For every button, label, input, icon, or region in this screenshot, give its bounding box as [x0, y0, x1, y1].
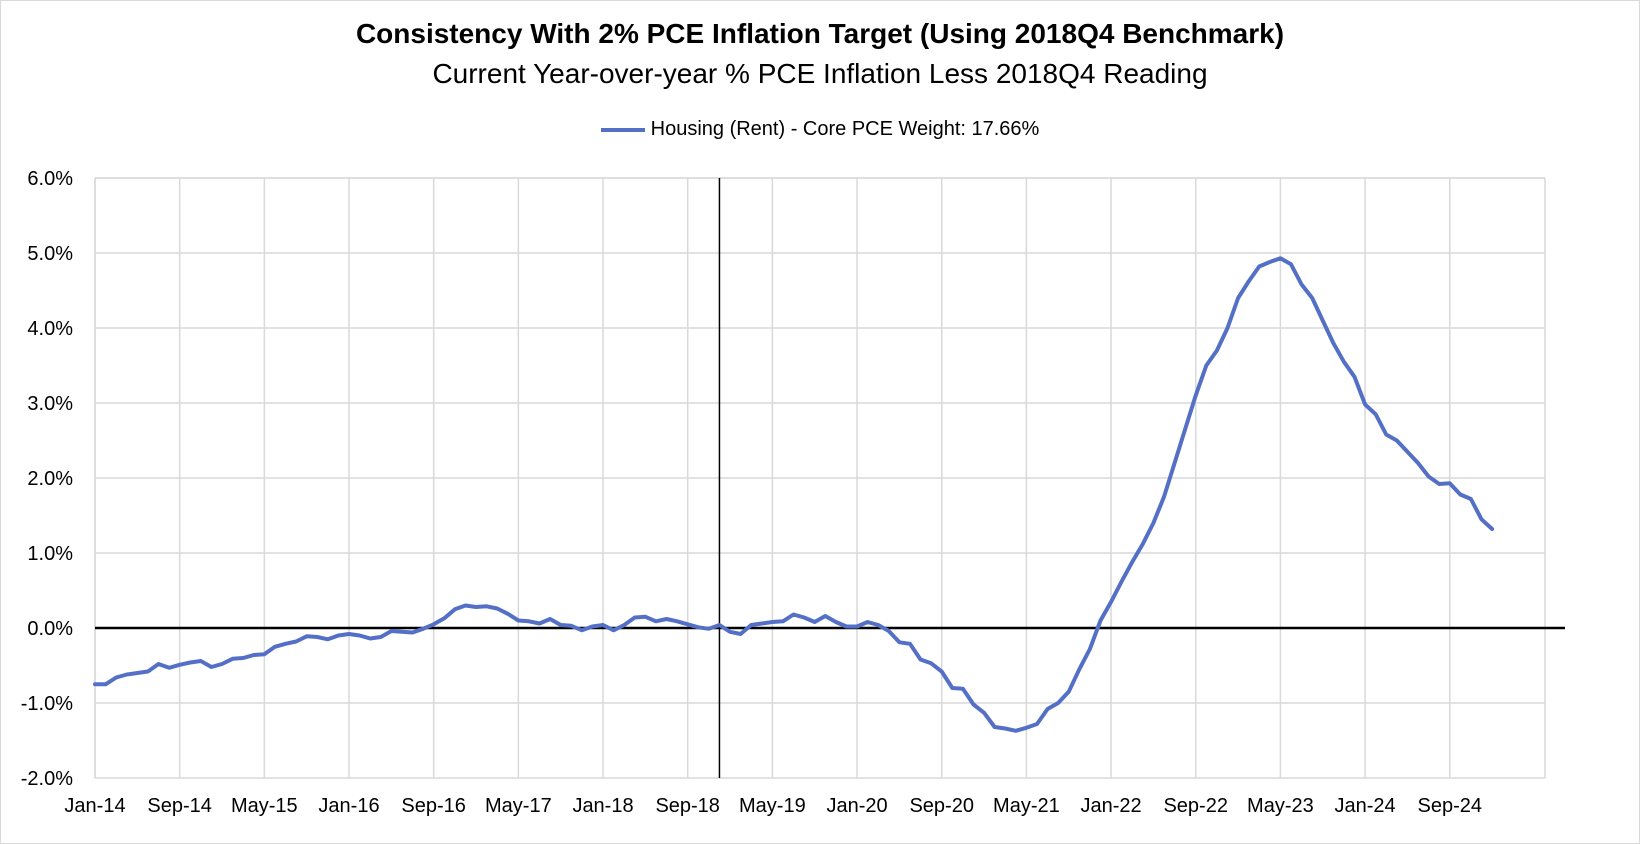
- chart-subtitle: Current Year-over-year % PCE Inflation L…: [432, 58, 1208, 89]
- y-tick-label: 2.0%: [27, 468, 73, 490]
- y-tick-label: 6.0%: [27, 168, 73, 190]
- x-tick-label: Sep-14: [147, 795, 212, 817]
- y-tick-label: 4.0%: [27, 318, 73, 340]
- y-tick-label: 5.0%: [27, 243, 73, 265]
- x-tick-label: May-17: [485, 795, 552, 817]
- y-tick-label: -1.0%: [21, 693, 73, 715]
- legend-label: Housing (Rent) - Core PCE Weight: 17.66%: [650, 118, 1040, 140]
- y-tick-label: 1.0%: [27, 543, 73, 565]
- x-tick-label: Sep-20: [909, 795, 974, 817]
- x-tick-label: May-15: [231, 795, 298, 817]
- x-tick-label: Jan-14: [64, 795, 125, 817]
- series-line: [93, 256, 1495, 733]
- chart-title: Consistency With 2% PCE Inflation Target…: [355, 18, 1285, 49]
- x-tick-label: May-21: [993, 795, 1060, 817]
- x-tick-label: Jan-22: [1080, 795, 1141, 817]
- x-tick-label: Sep-24: [1417, 795, 1482, 817]
- legend-swatch: [600, 127, 645, 132]
- y-tick-label: -2.0%: [21, 768, 73, 790]
- x-tick-label: May-23: [1247, 795, 1314, 817]
- x-tick-label: Jan-16: [318, 795, 379, 817]
- y-tick-label: 0.0%: [27, 618, 73, 640]
- x-tick-label: Jan-18: [572, 795, 633, 817]
- legend: Housing (Rent) - Core PCE Weight: 17.66%: [0, 118, 1640, 141]
- y-tick-label: 3.0%: [27, 393, 73, 415]
- x-tick-label: Jan-24: [1334, 795, 1395, 817]
- x-tick-label: Sep-16: [401, 795, 466, 817]
- x-tick-label: Sep-22: [1163, 795, 1228, 817]
- x-tick-label: Sep-18: [655, 795, 720, 817]
- x-tick-label: May-19: [739, 795, 806, 817]
- x-tick-label: Jan-20: [826, 795, 887, 817]
